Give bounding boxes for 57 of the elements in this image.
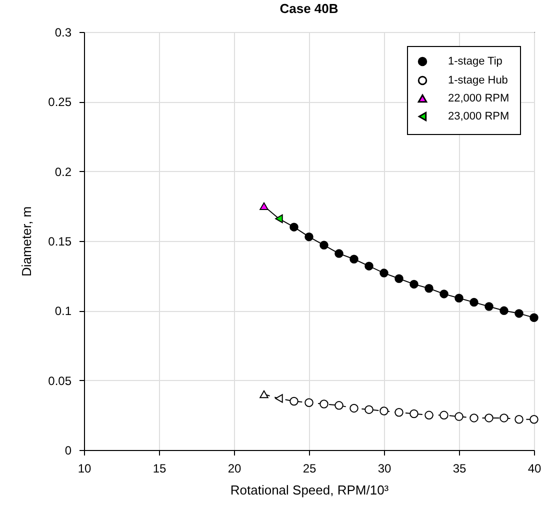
point xyxy=(530,313,538,322)
point xyxy=(260,202,268,210)
point xyxy=(410,409,418,418)
point xyxy=(364,262,374,270)
x-tick-label: 10 xyxy=(78,462,92,476)
point xyxy=(424,410,434,420)
point xyxy=(320,400,328,408)
point xyxy=(350,404,358,413)
point xyxy=(514,309,524,318)
point xyxy=(440,410,448,420)
legend-label: 22,000 RPM xyxy=(448,92,510,104)
point xyxy=(334,401,344,410)
chart-title: Case 40B xyxy=(280,1,338,16)
y-tick-label: 0.1 xyxy=(54,304,72,318)
point xyxy=(350,254,358,264)
x-tick-label: 25 xyxy=(302,462,316,476)
point xyxy=(454,412,464,421)
x-tick-label: 40 xyxy=(528,462,542,476)
point xyxy=(304,232,314,242)
y-tick-label: 0.15 xyxy=(48,234,72,248)
point xyxy=(334,249,344,258)
point xyxy=(304,398,314,407)
legend-label: 23,000 RPM xyxy=(448,110,510,122)
point xyxy=(470,414,478,422)
point xyxy=(454,294,464,302)
point xyxy=(410,280,418,289)
point xyxy=(530,414,538,424)
y-tick-label: 0.2 xyxy=(54,164,72,179)
y-tick-label: 0.3 xyxy=(54,26,72,40)
y-tick-label: 0 xyxy=(64,444,72,458)
point xyxy=(470,298,478,307)
point xyxy=(500,414,508,422)
point xyxy=(424,284,434,293)
y-axis-title: Diameter, m xyxy=(19,206,34,277)
point xyxy=(500,306,508,316)
point xyxy=(440,290,448,298)
point xyxy=(514,414,524,424)
legend-label: 1-stage Tip xyxy=(448,56,502,68)
x-tick-label: 20 xyxy=(228,462,242,476)
point xyxy=(394,274,404,283)
y-tick-label: 0.05 xyxy=(48,374,72,388)
point xyxy=(380,406,388,416)
point xyxy=(484,302,494,311)
point xyxy=(364,405,374,414)
x-tick-label: 30 xyxy=(378,462,392,476)
legend-label: 1-stage Hub xyxy=(448,74,508,86)
y-tick-label: 0.25 xyxy=(48,95,72,110)
point xyxy=(290,396,298,406)
point xyxy=(380,268,388,278)
point xyxy=(484,414,494,422)
x-axis-title: Rotational Speed, RPM/10³ xyxy=(230,482,390,498)
point xyxy=(320,240,328,250)
x-tick-label: 15 xyxy=(152,462,166,476)
point xyxy=(394,408,404,417)
point xyxy=(290,222,298,232)
x-tick-label: 35 xyxy=(452,462,466,476)
point xyxy=(275,214,283,224)
